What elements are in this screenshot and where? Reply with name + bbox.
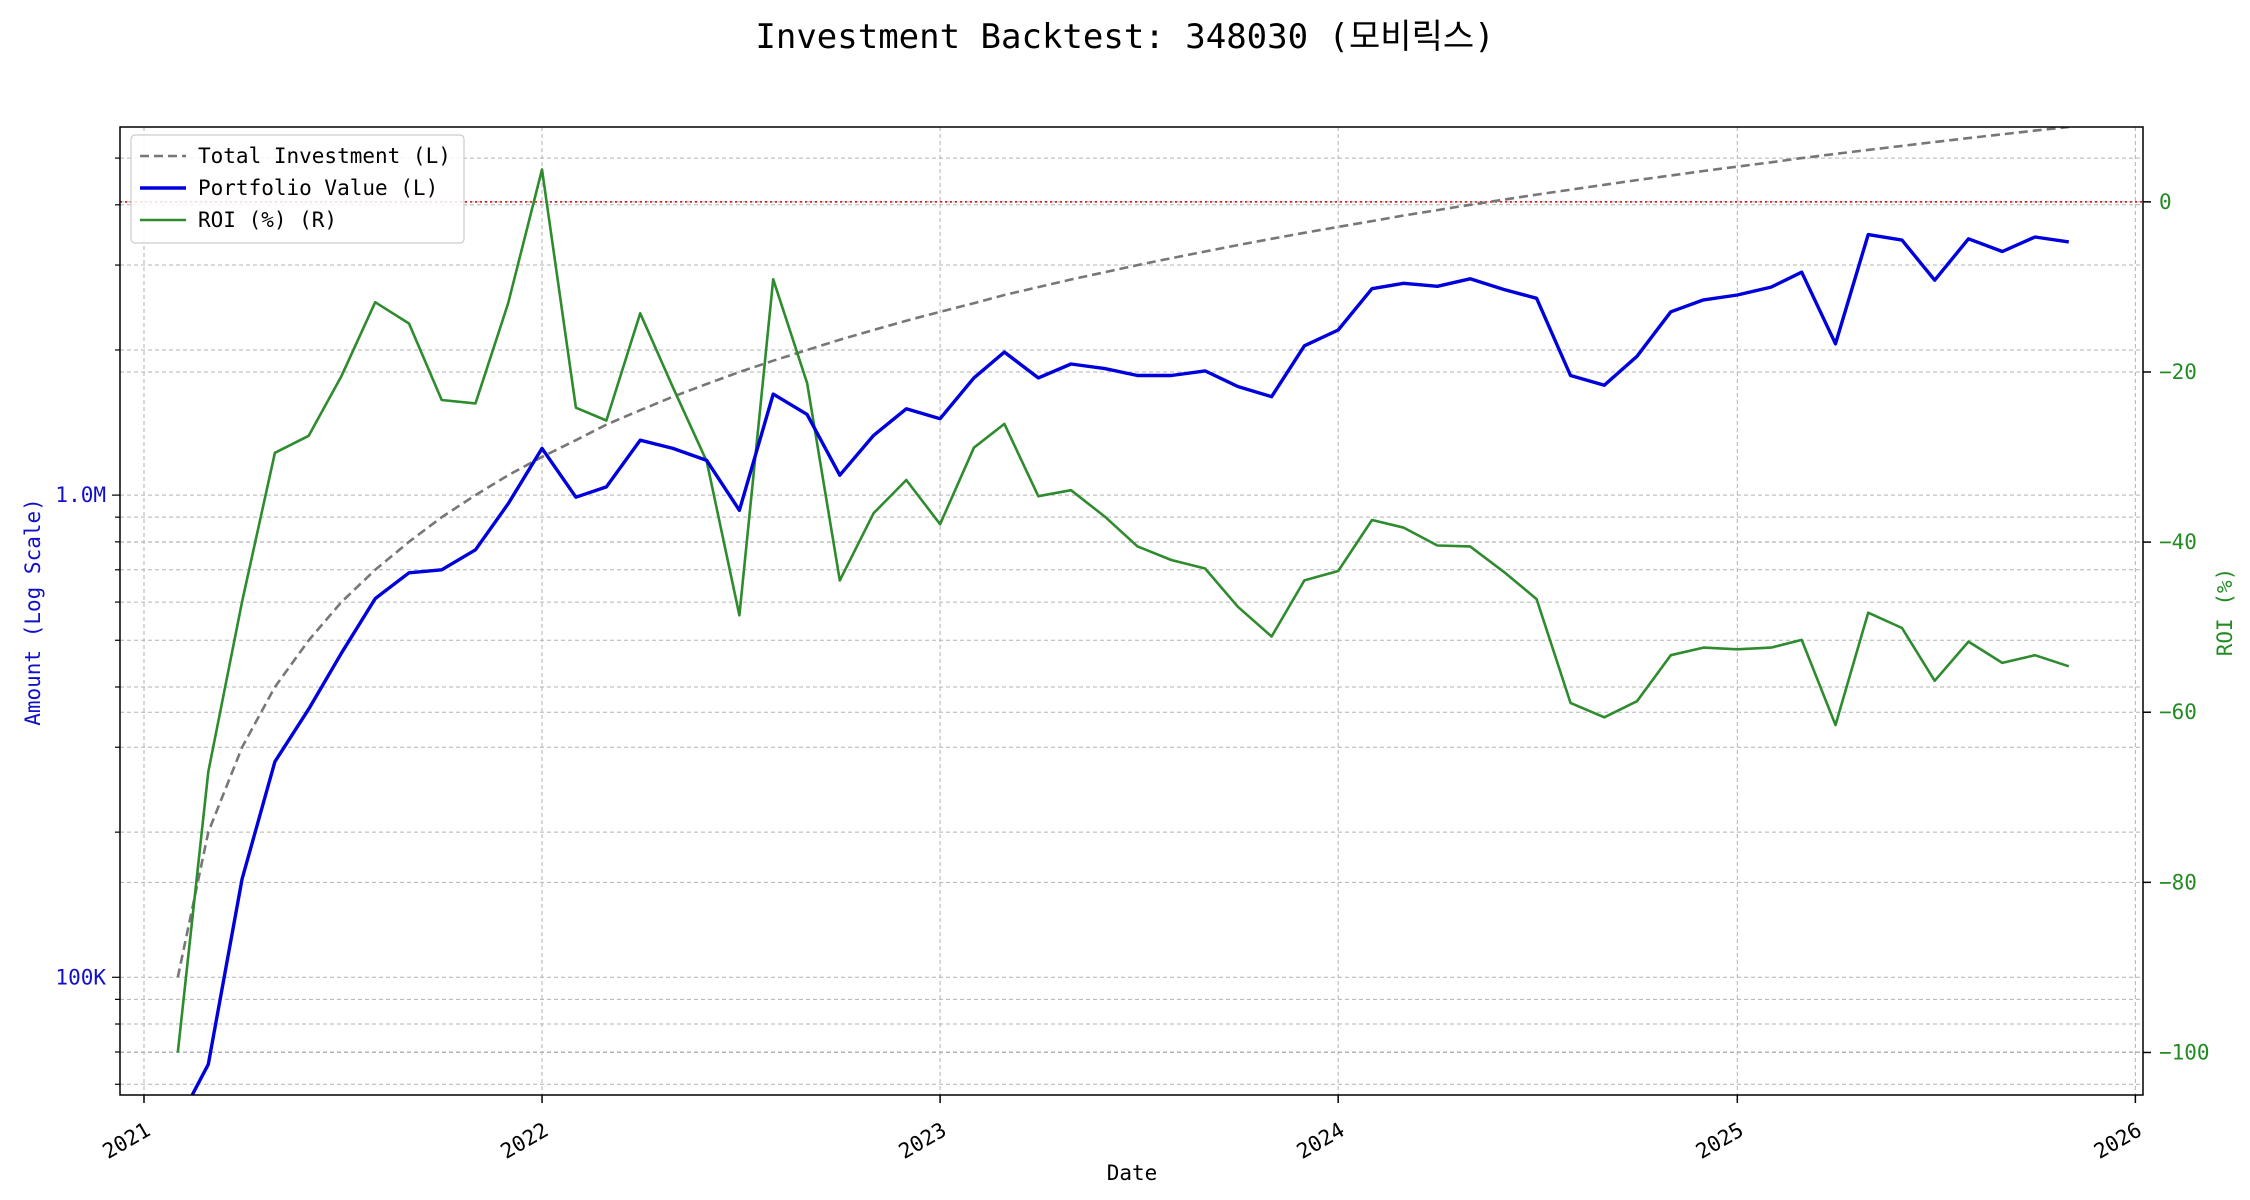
plot-frame [119,126,2144,1096]
series-lines [176,127,2070,1095]
x-tick-label: 2024 [1293,1118,1349,1164]
legend-box [130,134,465,244]
grid-lines [120,127,2143,1095]
legend: Total Investment (L) Portfolio Value (L) R… [130,134,465,244]
x-tick-label: 2023 [895,1118,951,1164]
right-y-tick-label: 0 [2159,190,2172,214]
chart-title: Investment Backtest: 348030 (모비릭스) [755,17,1494,57]
x-tick-label: 2021 [98,1118,154,1164]
series-line-portfolio-value-l [190,232,2070,1095]
x-axis-ticks: 2021 2022 2023 2024 2025 2026 [98,1095,2146,1164]
legend-entry-label: Portfolio Value (L) [198,176,438,200]
x-tick-label: 2026 [2090,1118,2146,1164]
right-y-tick-label: −100 [2159,1040,2210,1064]
right-y-tick-label: −80 [2159,870,2197,894]
legend-entry-label: ROI (%) (R) [198,208,337,232]
left-y-tick-label: 1.0M [55,483,106,507]
right-y-tick-label: −60 [2159,700,2197,724]
right-y-axis-ticks: 0 −20 −40 −60 −80 −100 [2143,190,2210,1064]
right-y-axis-label: ROI (%) [2213,568,2237,657]
x-tick-label: 2022 [497,1118,553,1164]
series-line-total-investment-l [176,127,2069,978]
series-line-roi-r [176,168,2070,1053]
legend-entry-label: Total Investment (L) [198,144,451,168]
x-tick-label: 2025 [1692,1118,1748,1164]
right-y-tick-label: −40 [2159,530,2197,554]
right-y-tick-label: −20 [2159,360,2197,384]
left-y-axis-ticks: 100K 1.0M [55,157,120,1085]
x-axis-label: Date [1107,1161,1158,1185]
left-y-axis-label: Amount (Log Scale) [21,498,45,726]
left-y-tick-label: 100K [55,965,106,989]
